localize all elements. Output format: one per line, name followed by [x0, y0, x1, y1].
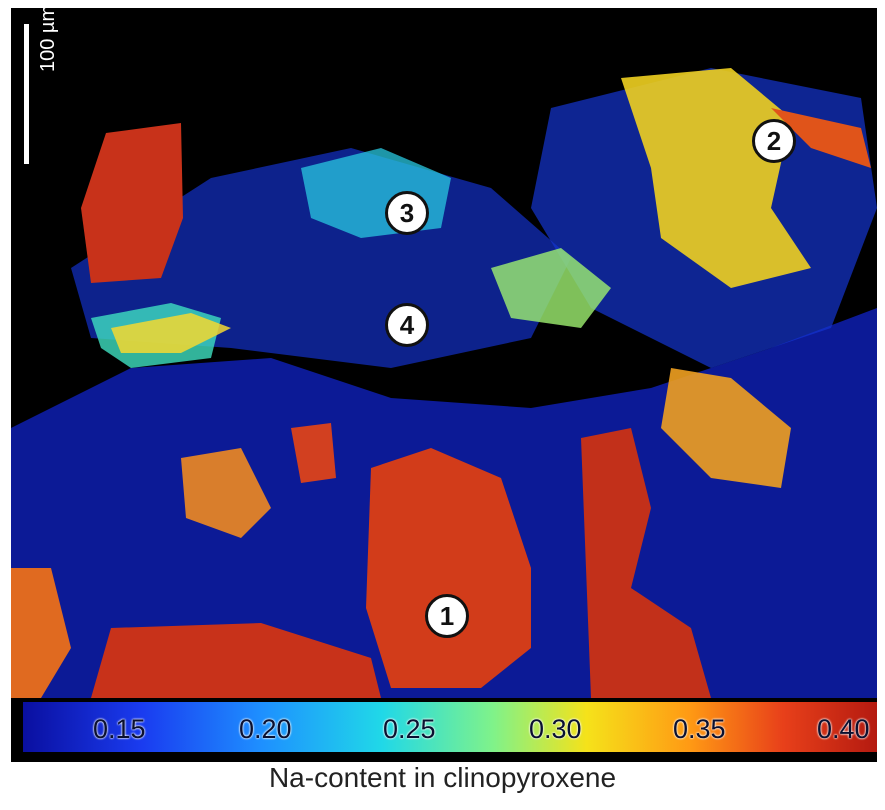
marker-3: 3 [385, 191, 429, 235]
map-image [11, 68, 877, 698]
scale-bar [24, 24, 29, 164]
colorbar-tick-label: 0.30 [529, 714, 582, 744]
caption: Na-content in clinopyroxene [268, 762, 617, 793]
colorbar-tick-label: 0.40 [817, 714, 870, 744]
colorbar-tick-label: 0.35 [673, 714, 726, 744]
color-scale-bar: 0.15 0.20 0.25 0.30 0.35 0.40 [11, 698, 877, 762]
marker-4: 4 [385, 303, 429, 347]
scale-bar-label: 100 µm [37, 8, 59, 72]
marker-2: 2 [752, 119, 796, 163]
color-gradient [23, 702, 877, 752]
colorbar-tick-label: 0.25 [383, 714, 436, 744]
na-content-map: 100 µm 1 2 3 4 [11, 8, 877, 698]
marker-1: 1 [425, 594, 469, 638]
colorbar-tick-label: 0.20 [239, 714, 292, 744]
colorbar-tick-label: 0.15 [93, 714, 146, 744]
